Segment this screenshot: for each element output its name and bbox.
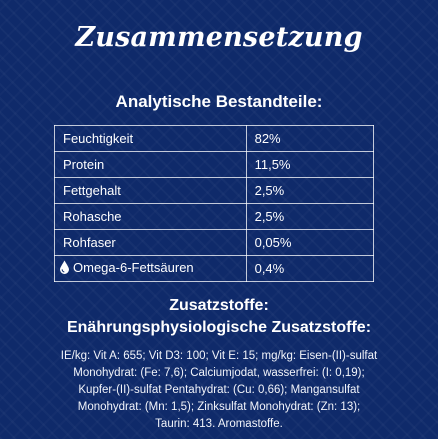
row-value: 11,5% <box>245 151 375 178</box>
table-row: Omega-6-Fettsäuren 0,4% <box>54 255 375 282</box>
table-row: Fettgehalt 2,5% <box>54 177 375 204</box>
page-title: Zusammensetzung <box>75 22 363 53</box>
water-drop-icon <box>59 260 70 277</box>
table-row: Protein 11,5% <box>54 151 375 178</box>
row-value: 2,5% <box>245 177 375 204</box>
row-value: 2,5% <box>245 203 375 230</box>
row-name: Fettgehalt <box>54 177 247 204</box>
row-name: Feuchtigkeit <box>54 125 247 152</box>
table-row: Rohfaser 0,05% <box>54 229 375 256</box>
analysis-heading: Analytische Bestandteile: <box>115 92 323 111</box>
additives-line: Monohydrat: (Mn: 1,5); Zinksulfat Monohy… <box>77 401 361 413</box>
row-name: Rohfaser <box>54 229 247 256</box>
row-name: Omega-6-Fettsäuren <box>73 259 194 275</box>
row-name: Protein <box>54 151 247 178</box>
row-value: 0,4% <box>245 255 375 282</box>
analysis-table: Feuchtigkeit 82% Protein 11,5% Fettgehal… <box>54 125 375 282</box>
nutritional-additives-heading: Enährungsphysiologische Zusatzstoffe: <box>66 319 372 336</box>
additives-line: Kupfer-(II)-sulfat Pentahydrat: (Cu: 0,6… <box>78 384 360 396</box>
row-value: 82% <box>245 125 375 152</box>
additives-heading: Zusatzstoffe: <box>169 297 269 314</box>
additives-line: IE/kg: Vit A: 655; Vit D3: 100; Vit E: 1… <box>60 350 378 362</box>
additives-text: IE/kg: Vit A: 655; Vit D3: 100; Vit E: 1… <box>12 348 426 433</box>
row-value: 0,05% <box>245 229 375 256</box>
additives-line: Monohydrat: (Fe: 7,6); Calciumjodat, was… <box>73 367 365 379</box>
table-row: Rohasche 2,5% <box>54 203 375 230</box>
additives-line: Taurin: 413. Aromastoffe. <box>155 418 283 430</box>
row-name-cell: Omega-6-Fettsäuren <box>54 255 247 282</box>
row-name: Rohasche <box>54 203 247 230</box>
table-row: Feuchtigkeit 82% <box>54 125 375 152</box>
